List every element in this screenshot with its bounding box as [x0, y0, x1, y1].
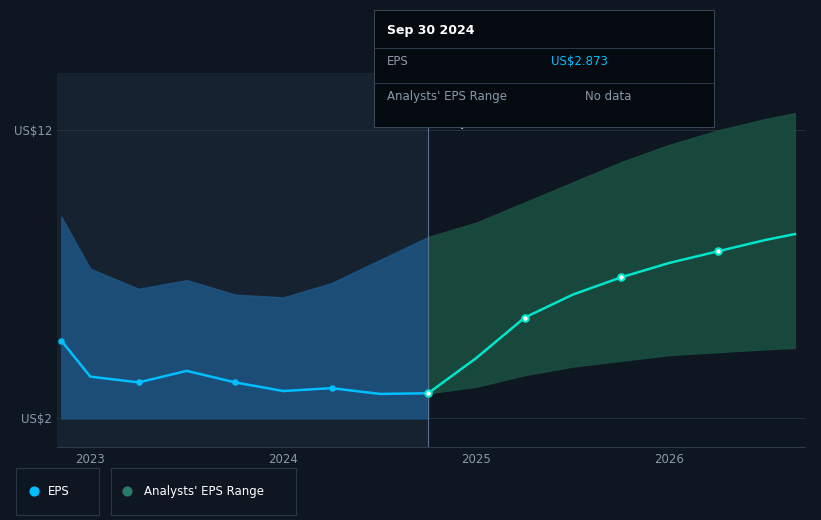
Text: US$2.873: US$2.873: [551, 55, 608, 68]
Point: [615, 273, 628, 281]
Point: [228, 378, 241, 386]
Text: Analysts' EPS Range: Analysts' EPS Range: [388, 90, 507, 103]
Point: [421, 389, 434, 397]
Text: EPS: EPS: [388, 55, 409, 68]
Text: Sep 30 2024: Sep 30 2024: [388, 24, 475, 37]
Text: No data: No data: [585, 90, 631, 103]
Point: [132, 378, 145, 386]
Point: [28, 487, 41, 496]
Bar: [57, 73, 428, 447]
Point: [55, 336, 68, 345]
Text: Actual: Actual: [388, 116, 424, 129]
Text: Analysts Forecasts: Analysts Forecasts: [434, 116, 544, 129]
Point: [325, 384, 338, 392]
Point: [421, 389, 434, 397]
Bar: [428, 73, 805, 447]
Point: [518, 314, 531, 322]
Point: [711, 247, 724, 255]
Text: EPS: EPS: [48, 485, 69, 498]
Point: [121, 487, 134, 496]
Text: Analysts' EPS Range: Analysts' EPS Range: [144, 485, 264, 498]
